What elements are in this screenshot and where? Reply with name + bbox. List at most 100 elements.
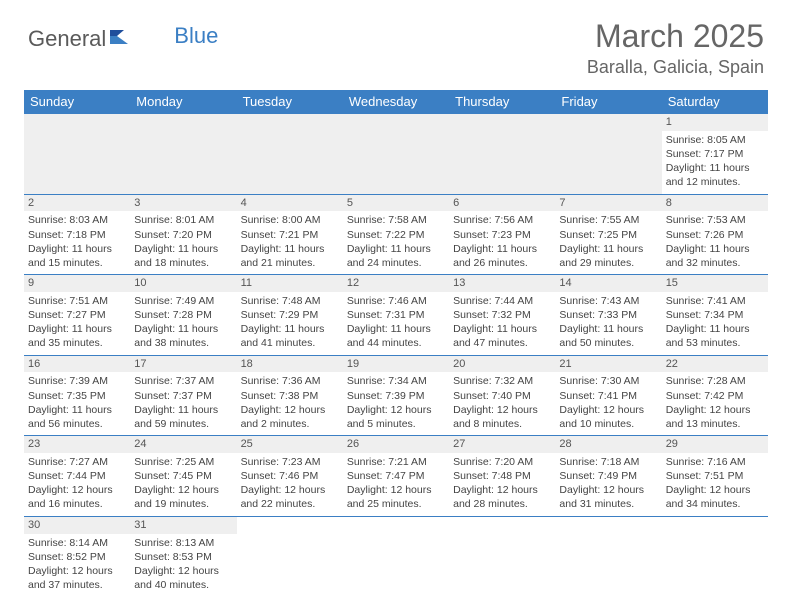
sunrise-text: Sunrise: 7:44 AM (453, 294, 551, 308)
daylight-text: and 12 minutes. (666, 175, 764, 189)
day-number: 1 (662, 114, 768, 131)
sunset-text: Sunset: 7:17 PM (666, 147, 764, 161)
sunset-text: Sunset: 7:20 PM (134, 228, 232, 242)
daylight-text: Daylight: 11 hours (241, 242, 339, 256)
sunrise-text: Sunrise: 7:30 AM (559, 374, 657, 388)
calendar-day-cell: 1Sunrise: 8:05 AMSunset: 7:17 PMDaylight… (662, 114, 768, 195)
calendar-day-cell (555, 516, 661, 596)
daylight-text: and 40 minutes. (134, 578, 232, 592)
calendar-week-row: 16Sunrise: 7:39 AMSunset: 7:35 PMDayligh… (24, 355, 768, 436)
calendar-day-cell: 9Sunrise: 7:51 AMSunset: 7:27 PMDaylight… (24, 275, 130, 356)
sunset-text: Sunset: 7:26 PM (666, 228, 764, 242)
daylight-text: and 47 minutes. (453, 336, 551, 350)
day-number: 18 (237, 356, 343, 373)
day-number: 14 (555, 275, 661, 292)
sunrise-text: Sunrise: 8:14 AM (28, 536, 126, 550)
daylight-text: and 8 minutes. (453, 417, 551, 431)
page-header: General Blue March 2025 Baralla, Galicia… (0, 0, 792, 84)
sunset-text: Sunset: 7:18 PM (28, 228, 126, 242)
day-number: 20 (449, 356, 555, 373)
sunset-text: Sunset: 7:21 PM (241, 228, 339, 242)
calendar-day-cell: 12Sunrise: 7:46 AMSunset: 7:31 PMDayligh… (343, 275, 449, 356)
daylight-text: and 15 minutes. (28, 256, 126, 270)
calendar-day-cell (130, 114, 236, 195)
calendar-week-row: 23Sunrise: 7:27 AMSunset: 7:44 PMDayligh… (24, 436, 768, 517)
daylight-text: and 34 minutes. (666, 497, 764, 511)
calendar-day-cell: 5Sunrise: 7:58 AMSunset: 7:22 PMDaylight… (343, 194, 449, 275)
sunrise-text: Sunrise: 7:28 AM (666, 374, 764, 388)
day-number: 8 (662, 195, 768, 212)
day-number: 9 (24, 275, 130, 292)
day-number: 5 (343, 195, 449, 212)
daylight-text: and 53 minutes. (666, 336, 764, 350)
day-number: 2 (24, 195, 130, 212)
daylight-text: Daylight: 12 hours (453, 483, 551, 497)
day-number: 3 (130, 195, 236, 212)
calendar-day-cell: 24Sunrise: 7:25 AMSunset: 7:45 PMDayligh… (130, 436, 236, 517)
sunrise-text: Sunrise: 7:56 AM (453, 213, 551, 227)
weekday-header: Friday (555, 90, 661, 114)
calendar-day-cell: 16Sunrise: 7:39 AMSunset: 7:35 PMDayligh… (24, 355, 130, 436)
day-number: 31 (130, 517, 236, 534)
weekday-header: Tuesday (237, 90, 343, 114)
sunset-text: Sunset: 7:25 PM (559, 228, 657, 242)
calendar-week-row: 9Sunrise: 7:51 AMSunset: 7:27 PMDaylight… (24, 275, 768, 356)
sunrise-text: Sunrise: 7:27 AM (28, 455, 126, 469)
daylight-text: Daylight: 11 hours (134, 403, 232, 417)
sunset-text: Sunset: 7:28 PM (134, 308, 232, 322)
calendar-day-cell: 27Sunrise: 7:20 AMSunset: 7:48 PMDayligh… (449, 436, 555, 517)
calendar-day-cell: 28Sunrise: 7:18 AMSunset: 7:49 PMDayligh… (555, 436, 661, 517)
sunrise-text: Sunrise: 8:03 AM (28, 213, 126, 227)
day-number: 6 (449, 195, 555, 212)
day-number: 15 (662, 275, 768, 292)
calendar-day-cell: 2Sunrise: 8:03 AMSunset: 7:18 PMDaylight… (24, 194, 130, 275)
weekday-header: Saturday (662, 90, 768, 114)
day-number: 16 (24, 356, 130, 373)
daylight-text: and 38 minutes. (134, 336, 232, 350)
daylight-text: Daylight: 11 hours (666, 161, 764, 175)
sunset-text: Sunset: 7:37 PM (134, 389, 232, 403)
calendar-day-cell: 8Sunrise: 7:53 AMSunset: 7:26 PMDaylight… (662, 194, 768, 275)
month-title: March 2025 (587, 18, 764, 55)
daylight-text: Daylight: 11 hours (666, 322, 764, 336)
daylight-text: and 26 minutes. (453, 256, 551, 270)
calendar-week-row: 1Sunrise: 8:05 AMSunset: 7:17 PMDaylight… (24, 114, 768, 195)
daylight-text: and 10 minutes. (559, 417, 657, 431)
sunset-text: Sunset: 7:31 PM (347, 308, 445, 322)
calendar-body: 1Sunrise: 8:05 AMSunset: 7:17 PMDaylight… (24, 114, 768, 597)
daylight-text: Daylight: 11 hours (347, 242, 445, 256)
sunset-text: Sunset: 7:41 PM (559, 389, 657, 403)
weekday-header: Monday (130, 90, 236, 114)
sunrise-text: Sunrise: 7:37 AM (134, 374, 232, 388)
sunset-text: Sunset: 7:22 PM (347, 228, 445, 242)
daylight-text: Daylight: 12 hours (347, 483, 445, 497)
calendar-day-cell: 26Sunrise: 7:21 AMSunset: 7:47 PMDayligh… (343, 436, 449, 517)
sunset-text: Sunset: 7:40 PM (453, 389, 551, 403)
sunset-text: Sunset: 7:42 PM (666, 389, 764, 403)
calendar-day-cell: 31Sunrise: 8:13 AMSunset: 8:53 PMDayligh… (130, 516, 236, 596)
daylight-text: and 28 minutes. (453, 497, 551, 511)
day-number: 7 (555, 195, 661, 212)
calendar-table: SundayMondayTuesdayWednesdayThursdayFrid… (24, 90, 768, 596)
sunset-text: Sunset: 7:23 PM (453, 228, 551, 242)
calendar-day-cell: 3Sunrise: 8:01 AMSunset: 7:20 PMDaylight… (130, 194, 236, 275)
logo-text-general: General (28, 26, 106, 52)
sunset-text: Sunset: 7:27 PM (28, 308, 126, 322)
day-number: 22 (662, 356, 768, 373)
daylight-text: and 50 minutes. (559, 336, 657, 350)
day-number: 12 (343, 275, 449, 292)
sunset-text: Sunset: 7:45 PM (134, 469, 232, 483)
sunrise-text: Sunrise: 7:49 AM (134, 294, 232, 308)
day-number: 28 (555, 436, 661, 453)
daylight-text: Daylight: 11 hours (559, 242, 657, 256)
weekday-header: Sunday (24, 90, 130, 114)
weekday-header: Thursday (449, 90, 555, 114)
calendar-day-cell (237, 516, 343, 596)
calendar-day-cell (555, 114, 661, 195)
calendar-day-cell (343, 516, 449, 596)
sunset-text: Sunset: 7:46 PM (241, 469, 339, 483)
weekday-header: Wednesday (343, 90, 449, 114)
calendar-day-cell: 23Sunrise: 7:27 AMSunset: 7:44 PMDayligh… (24, 436, 130, 517)
daylight-text: Daylight: 12 hours (134, 564, 232, 578)
calendar-day-cell (662, 516, 768, 596)
